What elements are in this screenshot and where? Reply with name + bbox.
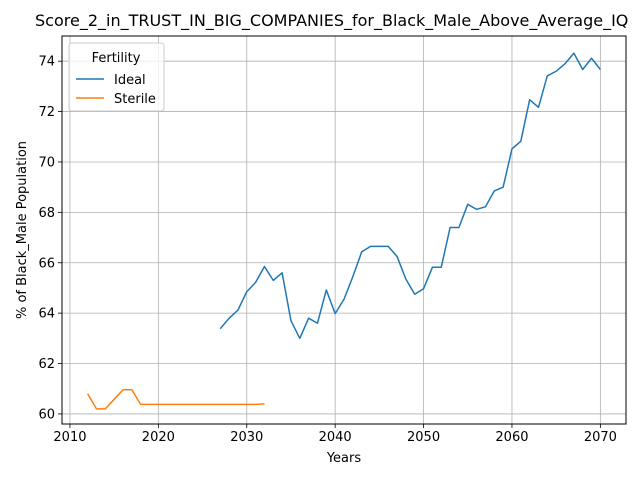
y-axis: 60 62 64 66 68 70 72 74 xyxy=(38,55,62,422)
chart-title: Score_2_in_TRUST_IN_BIG_COMPANIES_for_Bl… xyxy=(35,11,628,31)
x-axis-label: Years xyxy=(326,451,362,466)
y-tick-label: 72 xyxy=(38,105,55,120)
x-tick-label: 2060 xyxy=(495,430,528,445)
y-tick-label: 66 xyxy=(38,256,55,271)
legend-box xyxy=(68,42,165,112)
series-line-sterile xyxy=(86,388,265,410)
legend-title: Fertility xyxy=(92,51,141,66)
legend-label-sterile: Sterile xyxy=(114,92,156,107)
x-axis: 2010 2020 2030 2040 2050 2060 2070 xyxy=(53,424,617,445)
y-tick-label: 68 xyxy=(38,206,55,221)
y-tick-label: 62 xyxy=(38,357,55,372)
legend: Fertility Ideal Sterile xyxy=(68,42,165,112)
y-tick-label: 60 xyxy=(38,407,55,422)
x-tick-label: 2020 xyxy=(142,430,175,445)
x-tick-label: 2030 xyxy=(230,430,263,445)
series-group xyxy=(86,52,601,410)
series-line-ideal xyxy=(219,52,601,340)
grid xyxy=(62,36,626,424)
y-axis-label: % of Black_Male Population xyxy=(15,141,30,319)
plot-frame xyxy=(61,35,627,425)
y-tick-label: 64 xyxy=(38,307,55,322)
y-tick-label: 74 xyxy=(38,55,55,70)
legend-label-ideal: Ideal xyxy=(114,73,146,88)
x-tick-label: 2040 xyxy=(319,430,352,445)
y-tick-label: 70 xyxy=(38,155,55,170)
x-tick-label: 2070 xyxy=(584,430,617,445)
x-tick-label: 2050 xyxy=(407,430,440,445)
x-tick-label: 2010 xyxy=(53,430,86,445)
